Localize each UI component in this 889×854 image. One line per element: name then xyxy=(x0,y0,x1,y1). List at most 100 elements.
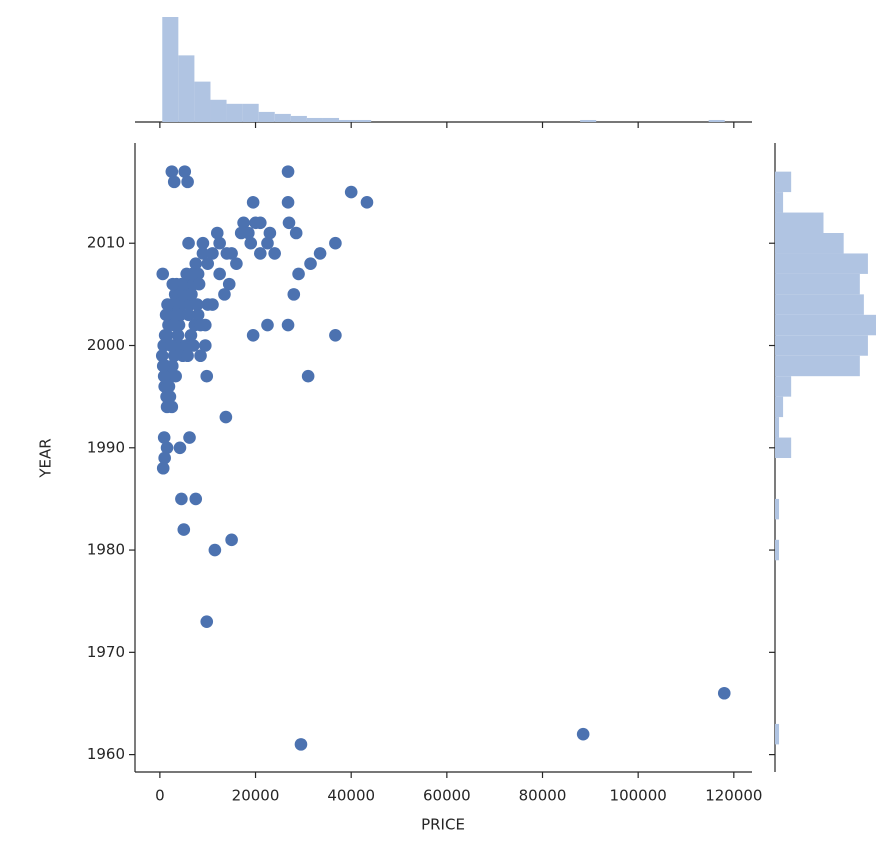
y-tick-label: 1960 xyxy=(87,745,125,763)
y-tick-label: 2010 xyxy=(87,234,125,252)
hist-bar xyxy=(355,119,372,122)
scatter-point xyxy=(156,461,170,475)
scatter-point xyxy=(201,298,215,311)
scatter-point xyxy=(189,257,203,270)
scatter-point xyxy=(282,216,296,230)
hist-bar xyxy=(210,99,227,122)
hist-bar xyxy=(194,81,211,122)
x-tick-label: 60000 xyxy=(423,787,471,805)
scatter-point xyxy=(164,339,178,352)
scatter-point xyxy=(187,339,200,352)
scatter-point xyxy=(165,165,179,178)
hist-bar xyxy=(775,253,868,274)
scatter-point xyxy=(167,175,181,189)
hist-bar xyxy=(290,115,307,122)
scatter-point xyxy=(313,247,327,260)
scatter-point xyxy=(173,441,187,455)
scatter-point xyxy=(199,339,212,352)
scatter-point xyxy=(213,236,226,250)
scatter-point xyxy=(190,298,204,311)
hist-bar xyxy=(708,119,725,122)
scatter-point xyxy=(192,277,206,291)
hist-bar xyxy=(775,723,780,745)
hist-bar xyxy=(322,117,340,122)
scatter-point xyxy=(208,543,222,557)
hist-bar xyxy=(775,396,784,418)
hist-bar xyxy=(580,119,597,122)
hist-bar xyxy=(775,212,824,234)
scatter-point xyxy=(157,431,171,444)
x-tick-label: 40000 xyxy=(327,787,375,805)
scatter-point xyxy=(160,441,174,455)
scatter-point xyxy=(246,196,260,209)
scatter-point xyxy=(161,298,174,311)
y-tick-label: 1990 xyxy=(87,438,125,456)
scatter-point xyxy=(213,267,226,281)
scatter-point xyxy=(181,349,194,363)
scatter-point xyxy=(329,236,342,250)
hist-bar xyxy=(775,417,780,438)
scatter-point xyxy=(230,257,243,270)
scatter-point xyxy=(159,308,173,322)
scatter-point xyxy=(210,226,224,240)
scatter-point xyxy=(225,533,238,547)
scatter-point xyxy=(206,247,219,260)
scatter-point xyxy=(178,165,192,178)
scatter-point xyxy=(183,431,196,444)
scatter-point xyxy=(222,277,236,291)
hist-bar xyxy=(775,233,844,254)
scatter-point xyxy=(292,267,305,281)
scatter-point xyxy=(167,318,181,332)
scatter-point xyxy=(237,216,250,230)
hist-bar xyxy=(775,437,792,459)
scatter-point xyxy=(268,247,281,260)
scatter-point xyxy=(189,492,203,506)
hist-bar xyxy=(775,171,792,193)
scatter-point xyxy=(181,175,194,189)
hist-bar xyxy=(162,17,179,122)
x-tick-label: 20000 xyxy=(232,787,280,805)
scatter-point xyxy=(158,328,172,342)
scatter-point xyxy=(304,257,317,270)
scatter-point xyxy=(155,349,169,363)
scatter-point xyxy=(157,369,171,383)
hist-bar xyxy=(258,111,275,122)
scatter-point xyxy=(201,257,215,270)
hist-bar xyxy=(339,119,356,122)
hist-bar xyxy=(775,539,780,561)
scatter-point xyxy=(218,288,231,301)
hist-bar xyxy=(242,103,259,122)
hist-bar xyxy=(306,117,323,122)
scatter-point xyxy=(162,380,176,393)
scatter-point xyxy=(184,328,198,342)
scatter-point xyxy=(186,267,199,281)
hist-bar xyxy=(775,273,860,295)
scatter-point xyxy=(261,236,274,250)
scatter-point xyxy=(165,400,179,414)
scatter-point xyxy=(287,288,301,301)
scatter-point xyxy=(329,328,342,342)
scatter-point xyxy=(246,328,260,342)
x-tick-label: 0 xyxy=(155,787,165,805)
hist-bar xyxy=(775,294,864,315)
scatter-point xyxy=(360,196,374,209)
scatter-point xyxy=(219,410,233,424)
scatter-point xyxy=(244,236,258,250)
scatter-point xyxy=(167,349,181,363)
scatter-point xyxy=(234,226,248,240)
hist-bar xyxy=(274,113,291,122)
scatter-point xyxy=(200,615,214,628)
scatter-point xyxy=(254,247,267,260)
scatter-point xyxy=(158,451,171,465)
scatter-point xyxy=(261,318,274,332)
hist-bar xyxy=(775,355,860,377)
scatter-point xyxy=(170,308,184,322)
scatter-point xyxy=(717,686,731,700)
x-tick-label: 100000 xyxy=(610,787,667,805)
hist-bar xyxy=(226,103,243,122)
hist-bar xyxy=(775,314,876,336)
scatter-point xyxy=(185,288,198,301)
scatter-point xyxy=(175,492,188,506)
scatter-point xyxy=(225,247,238,260)
